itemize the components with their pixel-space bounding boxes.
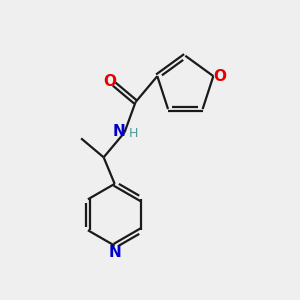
- Text: O: O: [103, 74, 116, 88]
- Text: N: N: [108, 245, 121, 260]
- Text: O: O: [213, 69, 226, 84]
- Text: N: N: [112, 124, 125, 140]
- Text: H: H: [129, 128, 139, 140]
